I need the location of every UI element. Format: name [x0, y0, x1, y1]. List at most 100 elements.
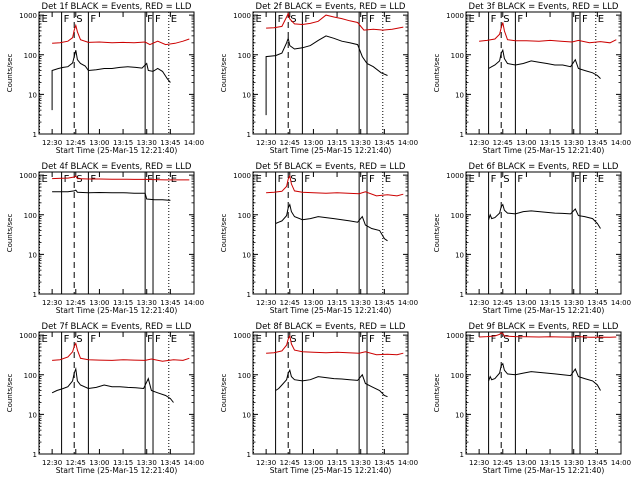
plot-frame: [38, 331, 195, 455]
x-tick-label: 14:00: [398, 139, 418, 147]
x-tick-label: 12:30: [256, 299, 276, 307]
x-tick-label: 13:15: [113, 459, 133, 467]
x-tick-label: 13:15: [327, 459, 347, 467]
y-tick-label: 1000: [446, 332, 464, 340]
x-tick-label: 14:00: [611, 299, 631, 307]
marker-label: E: [598, 334, 604, 345]
marker-label: F: [361, 14, 367, 25]
x-axis-label: Start Time (25-Mar-15 12:21:40): [56, 466, 178, 475]
marker-label: F: [574, 174, 580, 185]
marker-label: F: [491, 334, 497, 345]
x-tick-label: 13:45: [160, 459, 180, 467]
x-tick-label: 13:00: [516, 139, 536, 147]
x-tick-label: 14:00: [611, 459, 631, 467]
x-tick-label: 12:30: [256, 139, 276, 147]
chart-title: Det 7f BLACK = Events, RED = LLD: [42, 322, 192, 332]
series-lld-line: [266, 334, 404, 356]
x-tick-label: 14:00: [398, 459, 418, 467]
chart-panel-2: Det 2f BLACK = Events, RED = LLD 1 10 100 10…: [220, 2, 418, 155]
chart-title: Det 5f BLACK = Events, RED = LLD: [256, 162, 406, 172]
marker-label: S: [290, 334, 296, 345]
series-lld-line: [52, 23, 190, 46]
x-tick-label: 12:30: [469, 299, 489, 307]
y-tick-label: 100: [24, 212, 37, 220]
y-tick-label: 1: [33, 291, 37, 299]
y-tick-label: 1000: [233, 332, 251, 340]
x-tick-label: 14:00: [184, 459, 204, 467]
x-tick-label: 13:45: [587, 299, 607, 307]
chart-panel-8: Det 8f BLACK = Events, RED = LLD 1 10 100 10…: [220, 322, 418, 475]
marker-label: F: [64, 174, 70, 185]
x-tick-label: 13:15: [113, 139, 133, 147]
marker-label: S: [503, 174, 509, 185]
y-tick-label: 10: [28, 251, 37, 259]
x-tick-label: 12:45: [66, 299, 86, 307]
plot-frame: [252, 171, 409, 295]
y-tick-label: 100: [451, 52, 464, 60]
x-tick-label: 13:30: [564, 139, 584, 147]
marker-label: S: [503, 14, 509, 25]
marker-label: S: [76, 14, 82, 25]
x-tick-label: 13:30: [351, 299, 371, 307]
chart-panel-3: Det 3f BLACK = Events, RED = LLD 1 10 100 10…: [433, 2, 631, 155]
x-tick-label: 12:45: [493, 139, 513, 147]
chart-title: Det 2f BLACK = Events, RED = LLD: [256, 2, 406, 12]
marker-label: E: [385, 334, 391, 345]
x-tick-label: 13:45: [587, 139, 607, 147]
plot-frame: [465, 11, 622, 135]
marker-label: E: [469, 334, 475, 345]
y-tick-label: 10: [455, 411, 464, 419]
y-tick-label: 1000: [233, 172, 251, 180]
y-tick-label: 100: [238, 52, 251, 60]
y-tick-label: 100: [451, 212, 464, 220]
x-tick-label: 13:45: [374, 139, 394, 147]
x-tick-label: 13:45: [374, 299, 394, 307]
x-axis-label: Start Time (25-Mar-15 12:21:40): [483, 306, 605, 315]
marker-label: S: [503, 334, 509, 345]
y-tick-label: 1000: [446, 172, 464, 180]
series-lld-line: [266, 174, 404, 197]
y-tick-label: 1: [247, 131, 251, 139]
marker-label: E: [598, 14, 604, 25]
marker-label: E: [171, 14, 177, 25]
plot-frame: [252, 11, 409, 135]
x-tick-label: 13:00: [303, 139, 323, 147]
x-tick-label: 13:45: [160, 139, 180, 147]
series-lld-line: [479, 332, 617, 338]
x-tick-label: 13:15: [540, 139, 560, 147]
y-tick-label: 1000: [233, 12, 251, 20]
x-tick-label: 12:45: [493, 299, 513, 307]
x-tick-label: 13:00: [303, 299, 323, 307]
marker-label: E: [42, 334, 48, 345]
chart-panel-1: Det 1f BLACK = Events, RED = LLD 1 10 100 10…: [6, 2, 204, 155]
x-tick-label: 12:30: [469, 139, 489, 147]
marker-label: F: [491, 174, 497, 185]
y-tick-label: 10: [28, 91, 37, 99]
marker-label: E: [256, 14, 262, 25]
y-tick-label: 1000: [19, 172, 37, 180]
series-lld-line: [479, 22, 617, 44]
marker-label: E: [469, 14, 475, 25]
x-tick-label: 12:30: [469, 459, 489, 467]
y-tick-label: 1: [33, 131, 37, 139]
chart-panel-6: Det 6f BLACK = Events, RED = LLD 1 10 100 10…: [433, 162, 631, 315]
plot-frame: [252, 331, 409, 455]
y-tick-label: 1000: [19, 12, 37, 20]
x-axis-label: Start Time (25-Mar-15 12:21:40): [270, 306, 392, 315]
x-tick-label: 13:15: [327, 299, 347, 307]
x-tick-label: 13:30: [137, 299, 157, 307]
x-tick-label: 13:45: [374, 459, 394, 467]
x-tick-label: 13:30: [351, 459, 371, 467]
x-tick-label: 13:00: [89, 459, 109, 467]
marker-label: F: [491, 14, 497, 25]
marker-label: F: [582, 174, 588, 185]
marker-label: F: [517, 174, 523, 185]
y-axis-label: Counts/sec: [220, 54, 228, 93]
marker-label: F: [582, 14, 588, 25]
marker-label: F: [304, 14, 310, 25]
chart-panel-7: Det 7f BLACK = Events, RED = LLD 1 10 100 10…: [6, 322, 204, 475]
chart-title: Det 6f BLACK = Events, RED = LLD: [469, 162, 619, 172]
marker-label: F: [361, 174, 367, 185]
plot-frame: [465, 331, 622, 455]
x-tick-label: 14:00: [184, 139, 204, 147]
